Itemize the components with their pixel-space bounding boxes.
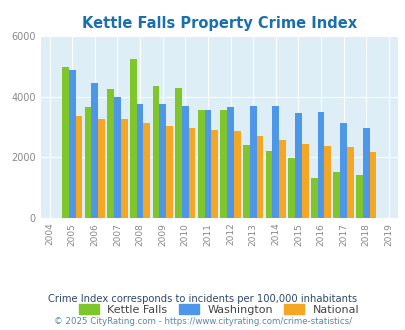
Bar xyxy=(294,113,301,218)
Bar xyxy=(226,107,233,218)
Bar xyxy=(166,126,173,218)
Bar xyxy=(152,86,159,218)
Bar xyxy=(272,106,279,218)
Bar xyxy=(211,130,217,218)
Bar xyxy=(249,106,256,218)
Bar xyxy=(288,158,294,218)
Bar xyxy=(98,118,105,218)
Text: © 2025 CityRating.com - https://www.cityrating.com/crime-statistics/: © 2025 CityRating.com - https://www.city… xyxy=(54,317,351,326)
Bar xyxy=(91,83,98,218)
Bar xyxy=(265,151,272,218)
Bar xyxy=(121,119,127,218)
Bar xyxy=(346,147,353,218)
Bar xyxy=(62,67,69,218)
Bar xyxy=(362,128,369,218)
Bar xyxy=(301,144,308,218)
Bar xyxy=(85,107,91,218)
Bar xyxy=(369,151,375,218)
Bar xyxy=(107,89,114,218)
Bar xyxy=(233,131,240,218)
Bar xyxy=(75,116,82,218)
Bar xyxy=(220,111,226,218)
Bar xyxy=(204,110,211,218)
Bar xyxy=(197,111,204,218)
Text: Crime Index corresponds to incidents per 100,000 inhabitants: Crime Index corresponds to incidents per… xyxy=(48,294,357,304)
Bar xyxy=(339,123,346,218)
Bar xyxy=(143,123,150,218)
Bar xyxy=(333,172,339,218)
Bar xyxy=(188,128,195,218)
Bar xyxy=(181,106,188,218)
Legend: Kettle Falls, Washington, National: Kettle Falls, Washington, National xyxy=(74,300,363,319)
Bar xyxy=(114,97,121,218)
Bar xyxy=(279,140,285,218)
Bar xyxy=(310,179,317,218)
Bar xyxy=(355,175,362,218)
Bar xyxy=(130,59,136,218)
Bar xyxy=(242,145,249,218)
Bar xyxy=(175,88,181,218)
Bar xyxy=(69,70,75,218)
Title: Kettle Falls Property Crime Index: Kettle Falls Property Crime Index xyxy=(81,16,356,31)
Bar xyxy=(159,104,166,218)
Bar xyxy=(256,136,263,218)
Bar xyxy=(324,146,330,218)
Bar xyxy=(136,104,143,218)
Bar xyxy=(317,112,324,218)
